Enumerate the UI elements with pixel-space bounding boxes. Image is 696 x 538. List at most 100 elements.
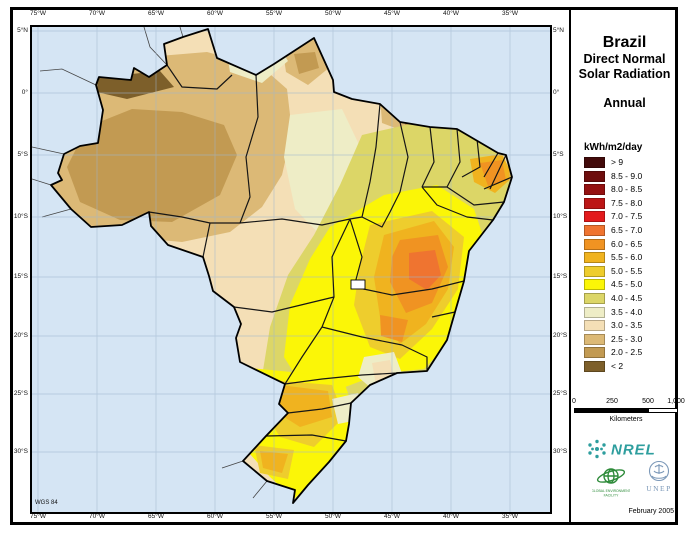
nrel-wordmark: NREL bbox=[611, 442, 656, 459]
legend-row: 7.0 - 7.5 bbox=[584, 211, 676, 223]
map-region-bahia-hotspot-red bbox=[409, 250, 441, 290]
legend-swatch bbox=[584, 197, 605, 209]
gef-text-line1: GLOBAL ENVIRONMENT bbox=[592, 489, 630, 493]
lat-label: 0° bbox=[553, 89, 560, 96]
lon-label: 50°W bbox=[325, 513, 341, 520]
unep-logo-graphic: UNEP bbox=[646, 460, 672, 493]
legend-label: 2.0 - 2.5 bbox=[611, 347, 643, 358]
legend-label: 5.5 - 6.0 bbox=[611, 252, 643, 263]
legend-swatch bbox=[584, 333, 605, 345]
nrel-sunburst-icon bbox=[588, 439, 606, 459]
legend-swatch bbox=[584, 211, 605, 223]
legend-swatch bbox=[584, 238, 605, 250]
map-period: Annual bbox=[603, 96, 646, 110]
scalebar-white-segment bbox=[648, 408, 678, 413]
legend: kWh/m2/day > 9 8.5 - 9.0 8.0 - 8.5 7.5 - 8.… bbox=[584, 142, 676, 375]
nrel-logo: NREL bbox=[582, 437, 672, 466]
map-region-amazon-brown bbox=[67, 109, 237, 222]
scalebar-tick: 500 bbox=[642, 398, 654, 405]
legend-row: 6.0 - 6.5 bbox=[584, 238, 676, 250]
lon-label: 75°W bbox=[30, 10, 46, 17]
nrel-logo-graphic: NREL bbox=[588, 439, 656, 459]
lon-label: 70°W bbox=[89, 10, 105, 17]
lat-label: 0° bbox=[21, 89, 28, 96]
lon-label: 35°W bbox=[502, 10, 518, 17]
lon-label: 45°W bbox=[384, 513, 400, 520]
legend-label: 4.0 - 4.5 bbox=[611, 292, 643, 303]
date-label: February 2005 bbox=[628, 508, 674, 515]
legend-row: 6.5 - 7.0 bbox=[584, 224, 676, 236]
lon-label: 45°W bbox=[384, 10, 400, 17]
lon-label: 35°W bbox=[502, 513, 518, 520]
legend-swatch bbox=[584, 360, 605, 372]
legend-label: 6.0 - 6.5 bbox=[611, 238, 643, 249]
legend-label: > 9 bbox=[611, 157, 624, 167]
legend-label: 3.5 - 4.0 bbox=[611, 306, 643, 317]
legend-row: 3.0 - 3.5 bbox=[584, 320, 676, 332]
legend-row: 8.5 - 9.0 bbox=[584, 170, 676, 182]
map-frame bbox=[30, 25, 552, 514]
legend-label: 2.5 - 3.0 bbox=[611, 333, 643, 344]
legend-label: 4.5 - 5.0 bbox=[611, 279, 643, 290]
gef-logo-graphic: GLOBAL ENVIRONMENT FACILITY bbox=[591, 468, 631, 498]
unep-logo: UNEP bbox=[644, 460, 674, 507]
legend-row: 2.0 - 2.5 bbox=[584, 347, 676, 359]
lat-label: 20°S bbox=[553, 332, 568, 339]
legend-swatch bbox=[584, 252, 605, 264]
lon-label: 50°W bbox=[325, 10, 341, 17]
legend-swatch bbox=[584, 170, 605, 182]
legend-swatch bbox=[584, 279, 605, 291]
legend-label: 8.5 - 9.0 bbox=[611, 170, 643, 181]
legend-row: 2.5 - 3.0 bbox=[584, 333, 676, 345]
map-region-south-orange bbox=[278, 385, 332, 427]
map-subtitle-2: Solar Radiation bbox=[578, 67, 671, 81]
unep-wordmark: UNEP bbox=[646, 484, 672, 493]
lon-label: 60°W bbox=[207, 513, 223, 520]
lat-label: 25°S bbox=[553, 390, 568, 397]
lon-label: 55°W bbox=[266, 513, 282, 520]
lat-label: 5°S bbox=[553, 151, 564, 158]
graticule bbox=[32, 27, 550, 512]
legend-row: 5.0 - 5.5 bbox=[584, 265, 676, 277]
legend-row: < 2 bbox=[584, 360, 676, 372]
state-boundaries bbox=[148, 64, 512, 442]
legend-label: 5.0 - 5.5 bbox=[611, 265, 643, 276]
scalebar-tick: 0 bbox=[572, 398, 576, 405]
legend-row: > 9 bbox=[584, 157, 676, 168]
projection-label: WGS 84 bbox=[35, 500, 58, 506]
neighbor-borders bbox=[32, 27, 268, 499]
legend-label: 7.0 - 7.5 bbox=[611, 211, 643, 222]
legend-label: < 2 bbox=[611, 360, 624, 371]
lat-label: 25°S bbox=[13, 390, 28, 397]
brazil-outline bbox=[50, 28, 513, 504]
legend-row: 4.0 - 4.5 bbox=[584, 292, 676, 304]
panel-divider bbox=[569, 7, 571, 525]
unep-emblem-icon bbox=[648, 460, 670, 482]
legend-swatch bbox=[584, 184, 605, 196]
legend-swatch bbox=[584, 157, 605, 168]
lat-label: 15°S bbox=[13, 273, 28, 280]
legend-swatch bbox=[584, 347, 605, 359]
lat-label: 30°S bbox=[553, 448, 568, 455]
map-region-amapa-brown bbox=[294, 52, 319, 74]
outer-border bbox=[10, 7, 678, 525]
legend-swatch bbox=[584, 320, 605, 332]
lon-label: 65°W bbox=[148, 513, 164, 520]
lon-label: 60°W bbox=[207, 10, 223, 17]
scalebar-tick: 1,000 bbox=[667, 398, 685, 405]
legend-row: 5.5 - 6.0 bbox=[584, 252, 676, 264]
lat-label: 5°N bbox=[553, 27, 564, 34]
legend-label: 8.0 - 8.5 bbox=[611, 184, 643, 195]
lat-label: 5°S bbox=[17, 151, 28, 158]
legend-row: 7.5 - 8.0 bbox=[584, 197, 676, 209]
lon-label: 40°W bbox=[443, 513, 459, 520]
map-title-block: Brazil Direct Normal Solar Radiation Ann… bbox=[571, 34, 678, 110]
lat-label: 20°S bbox=[13, 332, 28, 339]
legend-rows: > 9 8.5 - 9.0 8.0 - 8.5 7.5 - 8.0 7.0 - 7.5 6… bbox=[584, 157, 676, 372]
gef-logo: GLOBAL ENVIRONMENT FACILITY bbox=[591, 464, 631, 505]
ringed-globe-icon bbox=[596, 468, 626, 484]
lat-label: 15°S bbox=[553, 273, 568, 280]
legend-swatch bbox=[584, 292, 605, 304]
lat-label: 10°S bbox=[553, 213, 568, 220]
lon-label: 40°W bbox=[443, 10, 459, 17]
